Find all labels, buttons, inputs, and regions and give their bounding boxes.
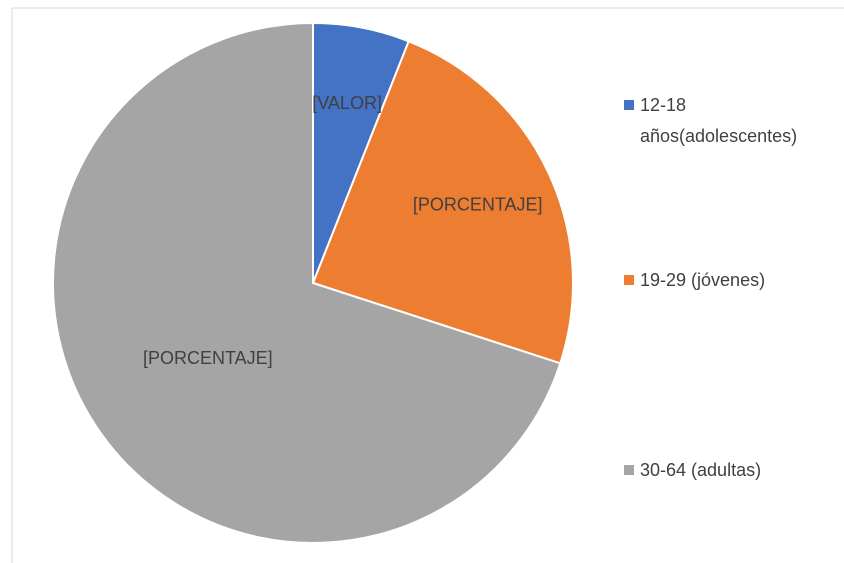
legend-entry: 30-64 (adultas) [624, 455, 839, 486]
legend-swatch [624, 100, 634, 110]
legend-swatch [624, 465, 634, 475]
data-label: [VALOR] [312, 93, 382, 113]
legend-label: 30-64 (adultas) [640, 460, 762, 480]
legend-label: 12-18 años(adolescentes) [640, 95, 798, 146]
pie-slice [311, 39, 574, 365]
legend-swatch [624, 275, 634, 285]
data-label: [PORCENTAJE] [413, 194, 543, 214]
data-label: [PORCENTAJE] [143, 348, 273, 368]
legend-label: 19-29 (jóvenes) [640, 270, 766, 290]
legend-entry: 12-18 años(adolescentes) [624, 90, 839, 152]
pie-slice [52, 21, 562, 544]
legend-entry: 19-29 (jóvenes) [624, 265, 839, 296]
